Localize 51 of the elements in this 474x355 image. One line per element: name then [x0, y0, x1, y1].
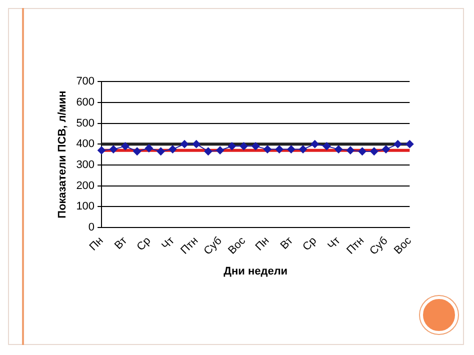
point: [358, 147, 366, 156]
x-tick-label: Чт: [326, 234, 343, 252]
x-tick-label: Птн: [178, 234, 201, 257]
point: [252, 142, 260, 150]
point: [216, 146, 224, 154]
x-tick-label: Вт: [278, 234, 296, 252]
point: [406, 140, 414, 148]
point: [287, 145, 296, 154]
x-axis-title: Дни недели: [224, 265, 288, 278]
point: [180, 140, 189, 148]
point: [228, 142, 236, 150]
x-tick-label: Пн: [87, 234, 106, 254]
point: [334, 145, 343, 154]
point: [156, 147, 165, 156]
point: [275, 145, 284, 154]
y-axis-title: Показатели ПСВ, л/мин: [56, 90, 69, 218]
x-tick-label: Ср: [134, 234, 154, 254]
point: [382, 145, 390, 154]
point: [394, 140, 402, 148]
point: [168, 145, 177, 154]
x-tick-label: Ср: [300, 234, 320, 254]
point: [322, 142, 331, 150]
point: [192, 140, 200, 148]
x-tick-label: Суб: [202, 234, 224, 258]
x-tick-label: Пн: [253, 234, 272, 254]
x-tick-label: Вт: [112, 234, 130, 252]
y-tick-label: 700: [76, 76, 95, 88]
y-tick-label: 100: [76, 200, 95, 213]
y-tick-label: 0: [88, 221, 95, 234]
point: [121, 142, 130, 150]
y-tick-label: 600: [76, 96, 95, 108]
point: [299, 145, 308, 154]
y-tick-label: 500: [76, 117, 95, 130]
point: [240, 142, 248, 150]
point: [370, 147, 378, 156]
x-tick-label: Чт: [160, 234, 177, 252]
point: [204, 147, 212, 156]
x-tick-label: Вос: [226, 234, 248, 257]
x-tick-label: Птн: [344, 234, 367, 257]
y-tick-label: 200: [76, 180, 95, 192]
point: [109, 145, 118, 154]
point: [310, 140, 319, 148]
y-tick-label: 400: [76, 138, 95, 150]
x-tick-label: Вос: [392, 234, 414, 257]
point: [346, 146, 354, 154]
point: [98, 146, 106, 154]
point: [263, 145, 272, 154]
point: [133, 147, 142, 156]
x-tick-label: Суб: [368, 234, 390, 258]
y-tick-label: 300: [76, 158, 95, 171]
point: [144, 144, 153, 152]
